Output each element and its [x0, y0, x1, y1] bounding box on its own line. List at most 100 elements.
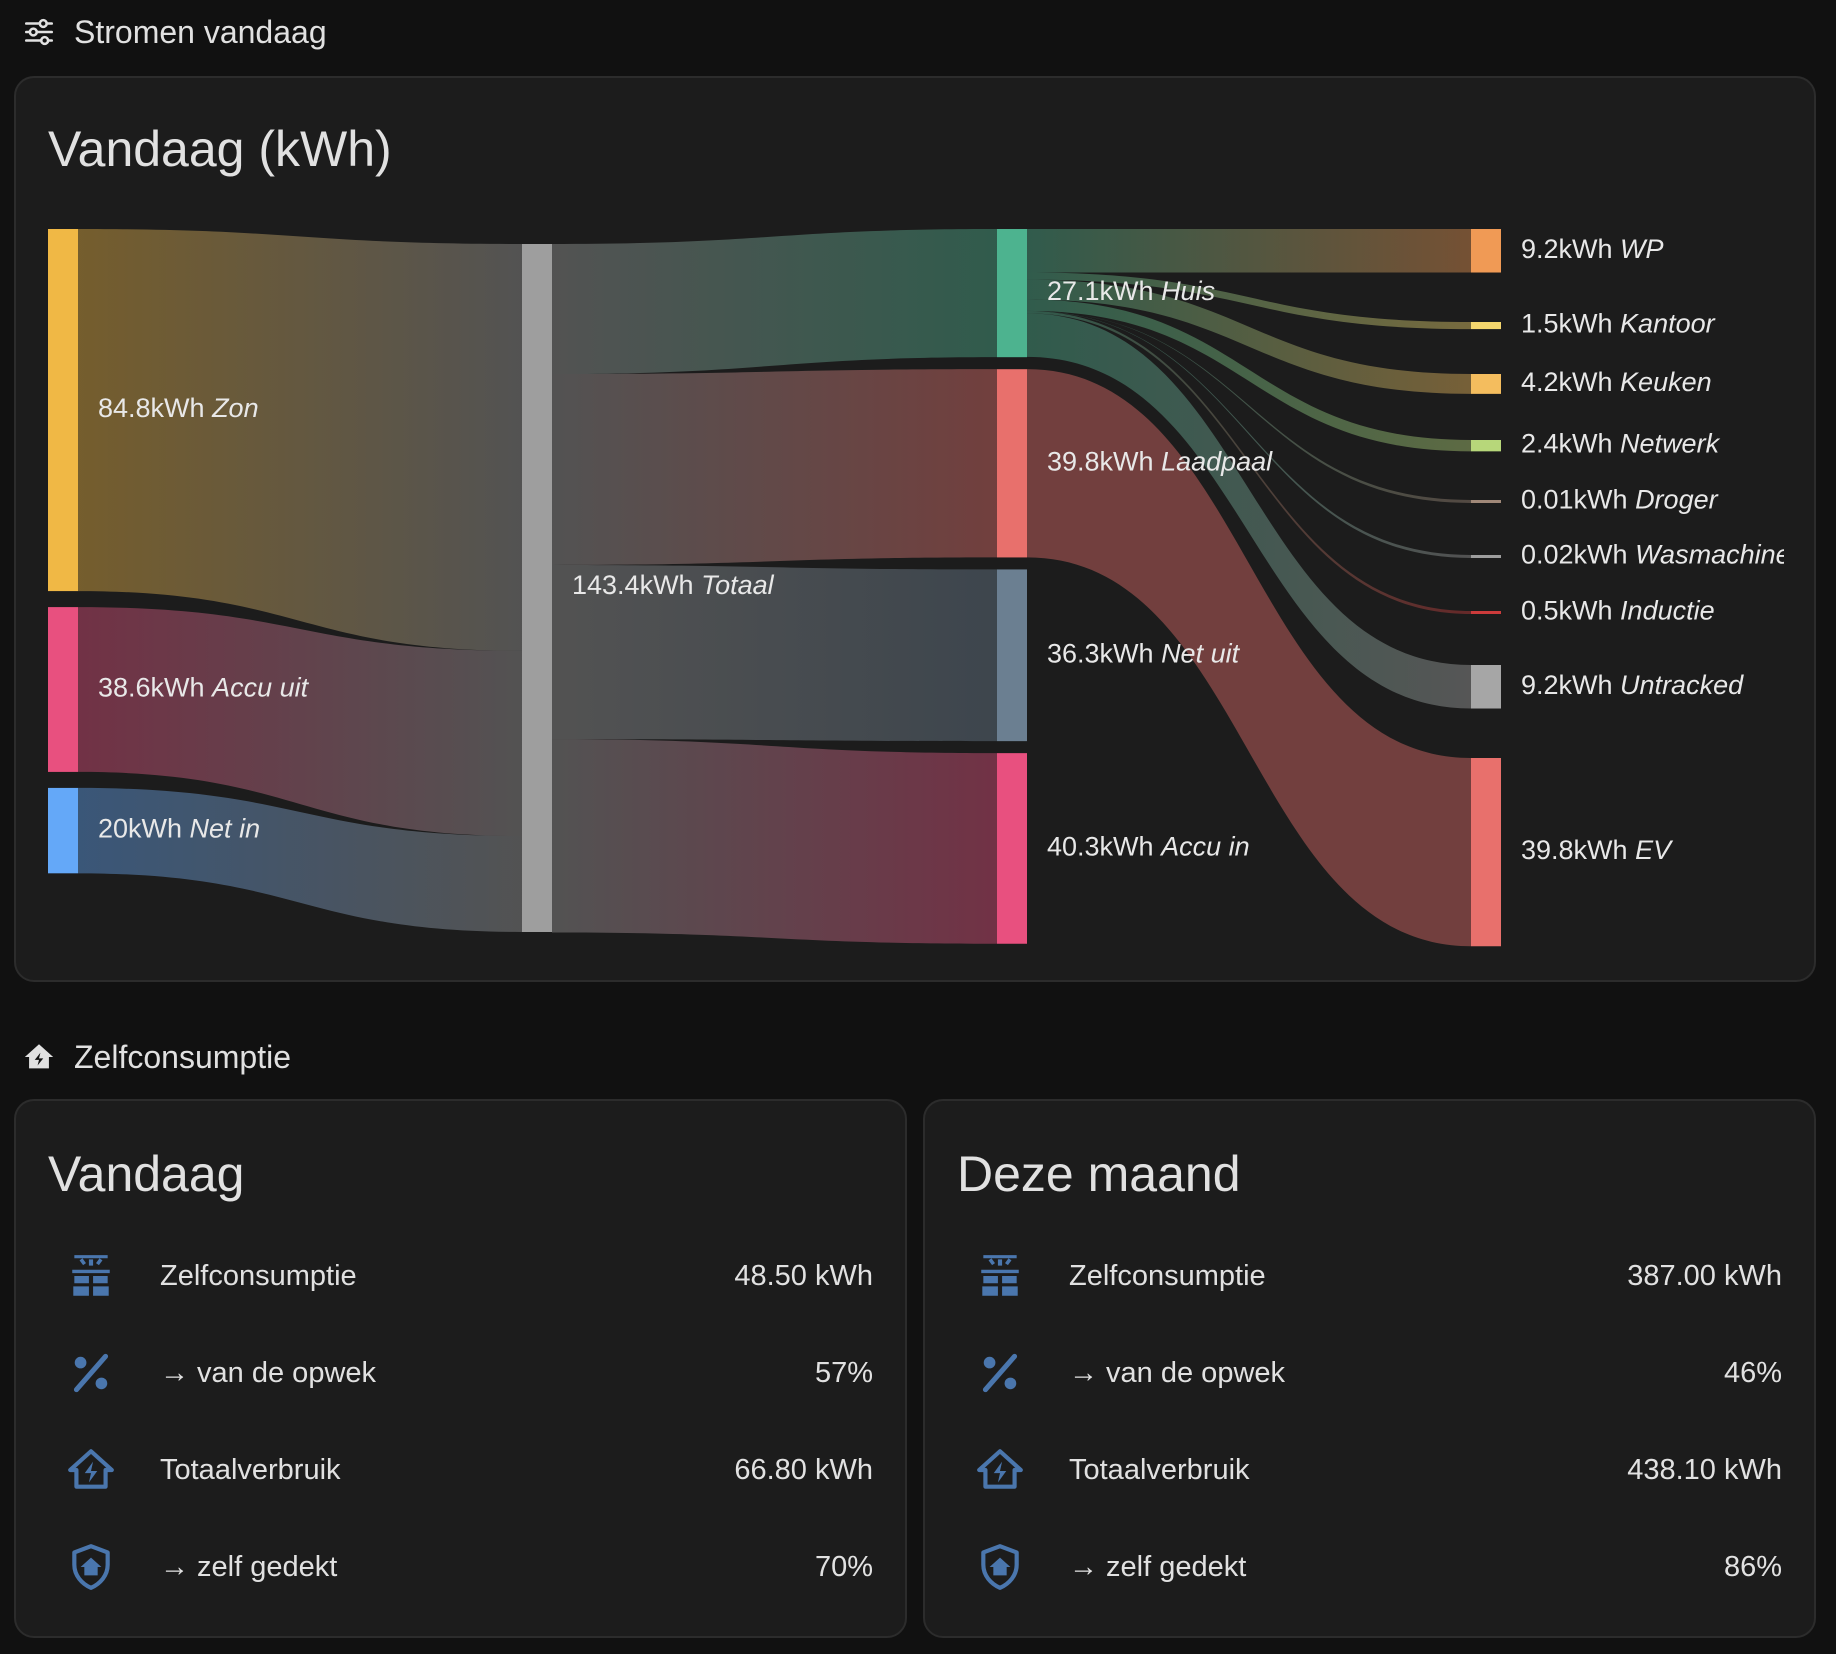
sankey-label-net_in: 20kWh Net in: [98, 814, 260, 844]
sankey-link-huis-kantoor: [1027, 272, 1471, 330]
sliders-icon: [24, 18, 54, 46]
sankey-label-name: Net uit: [1161, 638, 1241, 668]
sankey-node-accu_in[interactable]: [997, 753, 1027, 944]
sankey-label-name: Accu uit: [210, 673, 310, 703]
sankey-label-name: Net in: [190, 814, 261, 844]
sankey-label-value: 84.8kWh: [98, 393, 212, 423]
sankey-node-inductie[interactable]: [1471, 611, 1501, 614]
sankey-label-wasmachine: 0.02kWh Wasmachine: [1521, 540, 1791, 570]
stat-label: → van de opwek: [1069, 1356, 1286, 1389]
stat-row-totaalverbruik[interactable]: Totaalverbruik 438.10 kWh: [957, 1440, 1782, 1500]
stat-row-van-de-opwek[interactable]: → van de opwek 57%: [48, 1343, 873, 1403]
stats-month-title: Deze maand: [957, 1146, 1241, 1202]
home-lightning-icon: [977, 1449, 1023, 1489]
sankey-label-droger: 0.01kWh Droger: [1521, 485, 1719, 515]
sankey-node-huis[interactable]: [997, 229, 1027, 358]
stat-label: → van de opwek: [160, 1356, 377, 1389]
stat-label: → zelf gedekt: [160, 1550, 338, 1583]
sankey-node-wasmachine[interactable]: [1471, 555, 1501, 558]
stat-label: Zelfconsumptie: [160, 1259, 357, 1292]
sankey-node-accu_uit[interactable]: [48, 607, 78, 772]
sankey-link-totaal-accu_in: [552, 739, 997, 944]
sankey-node-untracked[interactable]: [1471, 665, 1501, 709]
sankey-link-huis-droger: [1027, 310, 1471, 503]
sankey-label-value: 4.2kWh: [1521, 367, 1620, 397]
sankey-label-name: Totaal: [701, 570, 775, 600]
section-header-self: Zelfconsumptie: [22, 1032, 291, 1082]
stat-label: → zelf gedekt: [1069, 1550, 1247, 1583]
sankey-node-droger[interactable]: [1471, 500, 1501, 503]
percent-icon: [982, 1353, 1018, 1393]
sankey-label-value: 1.5kWh: [1521, 309, 1620, 339]
sankey-link-huis-inductie: [1027, 310, 1471, 614]
sankey-label-value: 0.5kWh: [1521, 596, 1620, 626]
stat-value: 66.80 kWh: [734, 1453, 873, 1486]
stat-row-zelf-gedekt[interactable]: → zelf gedekt 70%: [48, 1537, 873, 1597]
home-lightning-icon: [68, 1449, 114, 1489]
sankey-link-totaal-net_uit: [552, 564, 997, 742]
sankey-label-wp: 9.2kWh WP: [1521, 234, 1664, 264]
sankey-node-laadpaal[interactable]: [997, 369, 1027, 558]
sankey-label-name: Droger: [1635, 485, 1719, 515]
sankey-label-name: Kantoor: [1620, 309, 1716, 339]
stat-row-totaalverbruik[interactable]: Totaalverbruik 66.80 kWh: [48, 1440, 873, 1500]
solar-panel-icon: [72, 1255, 110, 1296]
sankey-node-ev[interactable]: [1471, 758, 1501, 947]
stat-value: 438.10 kWh: [1627, 1453, 1782, 1486]
section-title-self: Zelfconsumptie: [74, 1038, 291, 1075]
stat-row-zelfconsumptie[interactable]: Zelfconsumptie 387.00 kWh: [957, 1246, 1782, 1306]
sankey-node-wp[interactable]: [1471, 229, 1501, 273]
sankey-label-zon: 84.8kWh Zon: [98, 393, 259, 423]
sankey-link-huis-keuken: [1027, 279, 1471, 394]
sankey-link-huis-netwerk: [1027, 299, 1471, 452]
stat-value: 86%: [1723, 1550, 1782, 1583]
sankey-label-net_uit: 36.3kWh Net uit: [1047, 638, 1241, 668]
sankey-node-net_in[interactable]: [48, 787, 78, 874]
sankey-label-value: 27.1kWh: [1047, 276, 1161, 306]
stat-row-van-de-opwek[interactable]: → van de opwek 46%: [957, 1343, 1782, 1403]
sankey-node-totaal[interactable]: [522, 244, 552, 932]
stat-label: Zelfconsumptie: [1069, 1259, 1266, 1292]
sankey-label-value: 36.3kWh: [1047, 638, 1161, 668]
stat-row-zelfconsumptie[interactable]: Zelfconsumptie 48.50 kWh: [48, 1246, 873, 1306]
stat-value: 46%: [1723, 1356, 1782, 1389]
shield-home-icon: [981, 1544, 1019, 1590]
sankey-label-untracked: 9.2kWh Untracked: [1521, 670, 1744, 700]
sankey-label-name: Netwerk: [1620, 429, 1721, 459]
sankey-node-kantoor[interactable]: [1471, 322, 1501, 330]
sankey-label-netwerk: 2.4kWh Netwerk: [1521, 429, 1721, 459]
sankey-label-value: 9.2kWh: [1521, 234, 1620, 264]
sankey-label-huis: 27.1kWh Huis: [1047, 276, 1215, 306]
sankey-label-value: 38.6kWh: [98, 673, 212, 703]
sankey-label-name: Huis: [1161, 276, 1215, 306]
sankey-label-value: 40.3kWh: [1047, 832, 1161, 862]
sankey-label-name: Wasmachine: [1635, 540, 1791, 570]
sankey-link-totaal-huis: [552, 229, 997, 375]
sankey-label-name: Zon: [211, 393, 259, 423]
sankey-label-laadpaal: 39.8kWh Laadpaal: [1047, 446, 1273, 476]
section-title-flows: Stromen vandaag: [74, 13, 327, 50]
stats-today-title: Vandaag: [48, 1146, 245, 1202]
sankey-card-title: Vandaag (kWh): [48, 121, 392, 177]
sankey-label-name: Accu in: [1159, 832, 1250, 862]
stats-card-month: Deze maand Zelfconsumptie 387.00 kWh → v…: [923, 1099, 1816, 1638]
sankey-label-value: 39.8kWh: [1047, 446, 1161, 476]
stat-row-zelf-gedekt[interactable]: → zelf gedekt 86%: [957, 1537, 1782, 1597]
percent-icon: [73, 1353, 109, 1393]
sankey-node-zon[interactable]: [48, 229, 78, 592]
sankey-label-kantoor: 1.5kWh Kantoor: [1521, 309, 1716, 339]
sankey-label-name: WP: [1620, 234, 1664, 264]
stat-value: 387.00 kWh: [1627, 1259, 1782, 1292]
solar-panel-icon: [981, 1255, 1019, 1296]
sankey-label-value: 20kWh: [98, 814, 190, 844]
stat-label: Totaalverbruik: [1069, 1453, 1250, 1486]
sankey-label-name: Untracked: [1620, 670, 1744, 700]
stats-card-today: Vandaag Zelfconsumptie 48.50 kWh → van d…: [14, 1099, 907, 1638]
sankey-node-net_uit[interactable]: [997, 569, 1027, 742]
sankey-link-huis-wp: [1027, 229, 1471, 273]
sankey-node-netwerk[interactable]: [1471, 440, 1501, 452]
stat-value: 57%: [814, 1356, 873, 1389]
sankey-node-keuken[interactable]: [1471, 374, 1501, 394]
stat-value: 48.50 kWh: [734, 1259, 873, 1292]
sankey-label-value: 143.4kWh: [572, 570, 701, 600]
